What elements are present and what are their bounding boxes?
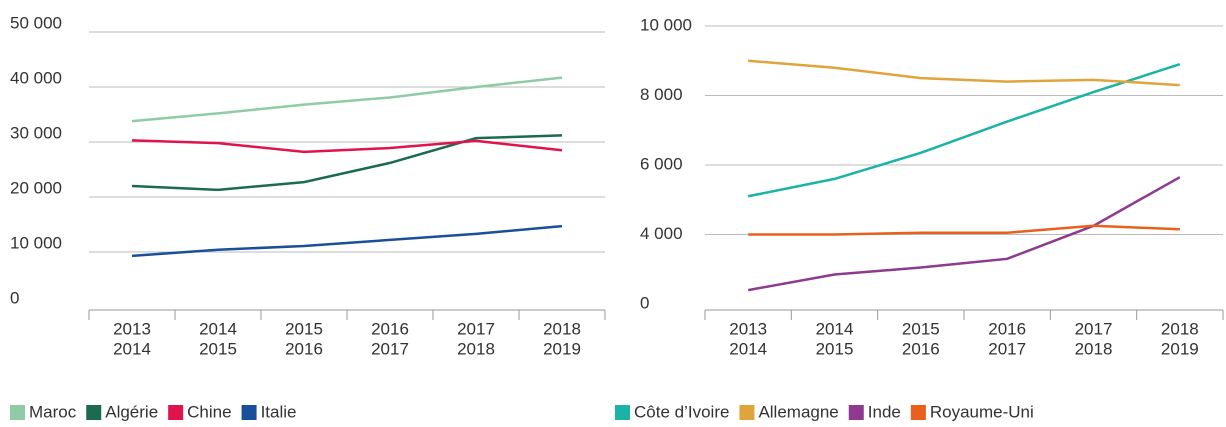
series-line [131,224,563,258]
legend-label: Chine [187,402,231,421]
legend-swatch [615,405,630,420]
legend-label: Inde [868,402,901,421]
legend-label: Algérie [105,402,158,421]
x-tick-label: 2014 [199,319,237,338]
series-line [748,59,1180,87]
legend-swatch [848,405,864,420]
x-tick-label: 2015 [816,339,854,358]
series-line [131,134,563,192]
y-tick-label: 20 000 [10,178,62,197]
y-tick-label: 10 000 [10,233,62,252]
legend-label: Maroc [29,402,77,421]
legend-label: Allemagne [758,402,838,421]
y-tick-label: 10 000 [640,15,692,34]
legend-label: Royaume-Uni [930,402,1034,421]
y-tick-label: 8 000 [640,85,683,104]
series-line [747,176,1181,292]
series-line [747,63,1181,198]
x-tick-label: 2014 [729,339,767,358]
y-tick-label: 0 [10,288,19,307]
legend-label: Côte d’Ivoire [634,402,729,421]
x-tick-label: 2017 [371,339,409,358]
x-tick-label: 2014 [816,319,854,338]
x-tick-label: 2015 [902,319,940,338]
legend-swatch [241,405,257,420]
y-tick-label: 0 [640,293,649,312]
series-line [748,224,1180,236]
y-tick-label: 30 000 [10,123,62,142]
legend-swatch [10,405,25,420]
y-tick-label: 50 000 [10,13,62,32]
x-tick-label: 2018 [543,319,581,338]
x-tick-label: 2016 [285,339,323,358]
legend-swatch [739,405,755,420]
x-tick-label: 2017 [1075,319,1113,338]
x-tick-label: 2016 [902,339,940,358]
legend-swatch [86,405,102,420]
x-tick-label: 2016 [988,319,1026,338]
legend-swatch [168,405,184,420]
series-line [131,139,563,154]
x-tick-label: 2013 [113,319,151,338]
x-tick-label: 2018 [457,339,495,358]
x-tick-label: 2013 [729,319,767,338]
x-tick-label: 2017 [457,319,495,338]
y-tick-label: 4 000 [640,224,683,243]
x-tick-label: 2016 [371,319,409,338]
x-tick-label: 2017 [988,339,1026,358]
x-tick-label: 2018 [1161,319,1199,338]
x-tick-label: 2018 [1075,339,1113,358]
x-tick-label: 2015 [199,339,237,358]
legend-label: Italie [261,402,297,421]
x-tick-label: 2019 [1161,339,1199,358]
x-tick-label: 2014 [113,339,151,358]
legend-swatch [910,405,926,420]
x-tick-label: 2015 [285,319,323,338]
y-tick-label: 40 000 [10,68,62,87]
x-tick-label: 2019 [543,339,581,358]
y-tick-label: 6 000 [640,154,683,173]
series-line [131,76,563,123]
